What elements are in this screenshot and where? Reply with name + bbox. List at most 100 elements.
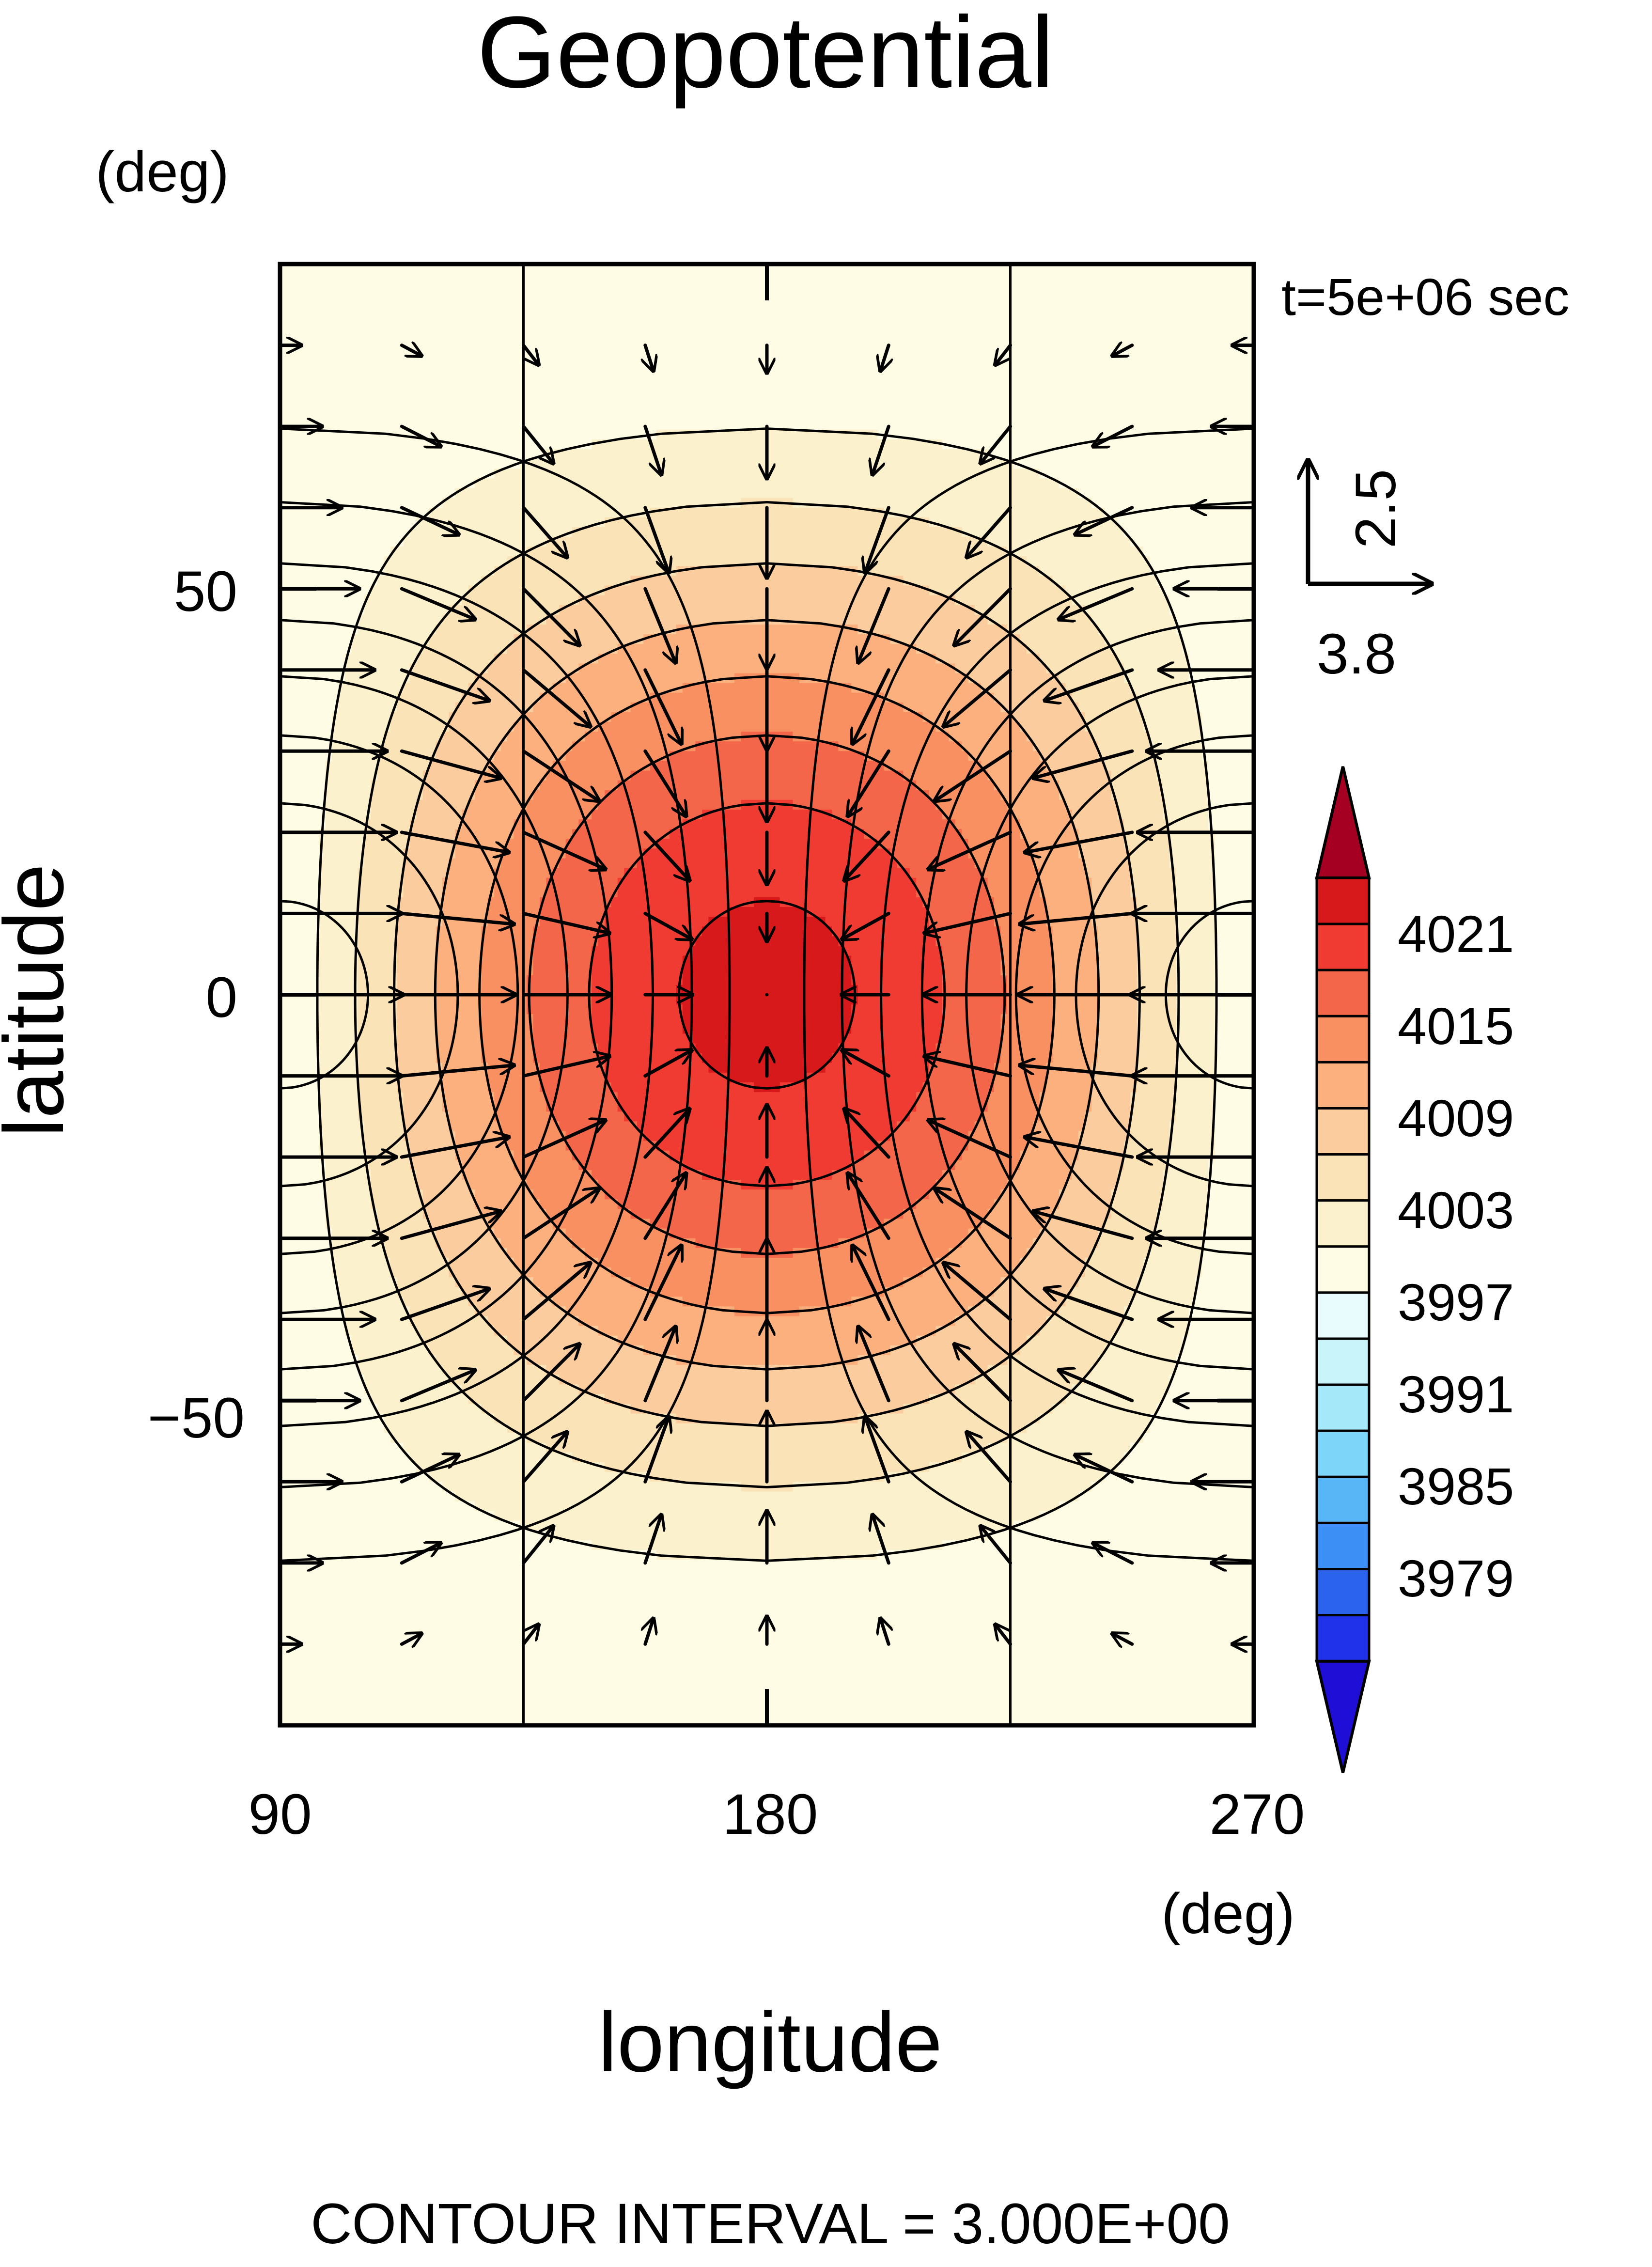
field-cell (293, 1219, 300, 1229)
field-cell (293, 1404, 300, 1414)
field-cell (286, 1609, 293, 1619)
field-cell (299, 430, 306, 440)
field-cell (286, 1521, 293, 1531)
field-cell (319, 323, 326, 333)
field-cell (326, 634, 332, 644)
field-cell (319, 517, 326, 528)
field-cell (326, 439, 332, 450)
field-cell (345, 576, 352, 586)
field-cell (345, 1024, 352, 1034)
field-cell (351, 1287, 358, 1297)
field-cell (339, 1345, 345, 1356)
field-cell (319, 1267, 326, 1278)
field-cell (293, 274, 300, 284)
field-cell (351, 371, 358, 381)
field-cell (306, 1501, 313, 1512)
field-cell (306, 1170, 313, 1180)
field-cell (293, 1326, 300, 1336)
field-cell (345, 1073, 352, 1083)
field-cell (312, 1131, 319, 1141)
field-cell (299, 956, 306, 966)
field-cell (286, 576, 293, 586)
field-cell (299, 1414, 306, 1424)
field-cell (299, 683, 306, 693)
field-cell (345, 781, 352, 791)
field-cell (332, 781, 339, 791)
field-cell (326, 410, 332, 421)
field-cell (312, 332, 319, 343)
field-cell (286, 478, 293, 488)
field-cell (345, 1219, 352, 1229)
field-cell (286, 1024, 293, 1034)
field-cell (306, 859, 313, 869)
field-cell (286, 283, 293, 294)
field-cell (293, 1102, 300, 1112)
field-cell (293, 332, 300, 343)
field-cell (312, 1521, 319, 1531)
field-cell (339, 1033, 345, 1044)
field-cell (286, 1550, 293, 1560)
field-cell (319, 1589, 326, 1599)
field-cell (293, 517, 300, 528)
field-cell (286, 1287, 293, 1297)
field-cell (312, 1326, 319, 1336)
field-cell (306, 946, 313, 956)
field-cell (293, 537, 300, 547)
field-cell (326, 342, 332, 352)
field-cell (299, 1687, 306, 1697)
field-cell (312, 381, 319, 391)
field-cell (306, 1696, 313, 1706)
field-cell (351, 1326, 358, 1336)
field-cell (345, 829, 352, 839)
field-cell (326, 1443, 332, 1453)
field-cell (339, 1082, 345, 1093)
field-cell (312, 1248, 319, 1258)
field-cell (339, 1375, 345, 1385)
field-cell (339, 1141, 345, 1151)
field-cell (339, 1521, 345, 1531)
field-cell (299, 1316, 306, 1327)
field-cell (332, 1073, 339, 1083)
field-cell (299, 400, 306, 410)
field-cell (286, 1569, 293, 1579)
field-cell (351, 323, 358, 333)
field-cell (351, 1111, 358, 1122)
geopotential-figure: Geopotential (deg) t=5e+06 sec 50 0 −50 … (0, 0, 1652, 2267)
field-cell (332, 1044, 339, 1054)
field-cell (299, 1141, 306, 1151)
field-cell (351, 1199, 358, 1209)
field-cell (351, 673, 358, 683)
field-cell (319, 313, 326, 323)
field-cell (319, 1531, 326, 1541)
field-cell (286, 1657, 293, 1667)
field-cell (345, 615, 352, 625)
field-cell (345, 868, 352, 878)
field-cell (299, 888, 306, 898)
field-cell (293, 1131, 300, 1141)
field-cell (332, 400, 339, 410)
field-cell (339, 1004, 345, 1015)
field-cell (339, 1160, 345, 1171)
field-cell (319, 1044, 326, 1054)
field-cell (345, 1521, 352, 1531)
field-cell (345, 1676, 352, 1687)
field-cell (339, 732, 345, 742)
field-cell (345, 371, 352, 381)
field-cell (312, 1511, 319, 1521)
field-cell (306, 400, 313, 410)
field-cell (345, 1033, 352, 1044)
field-cell (332, 469, 339, 479)
field-cell (332, 488, 339, 498)
field-cell (306, 381, 313, 391)
field-cell (286, 703, 293, 713)
field-cell (326, 1569, 332, 1579)
field-cell (345, 1160, 352, 1171)
field-cell (339, 1209, 345, 1219)
field-cell (345, 1579, 352, 1589)
field-cell (332, 1687, 339, 1697)
field-cell (332, 449, 339, 459)
field-cell (332, 391, 339, 401)
field-cell (351, 449, 358, 459)
field-cell (319, 1462, 326, 1472)
field-cell (299, 1647, 306, 1657)
